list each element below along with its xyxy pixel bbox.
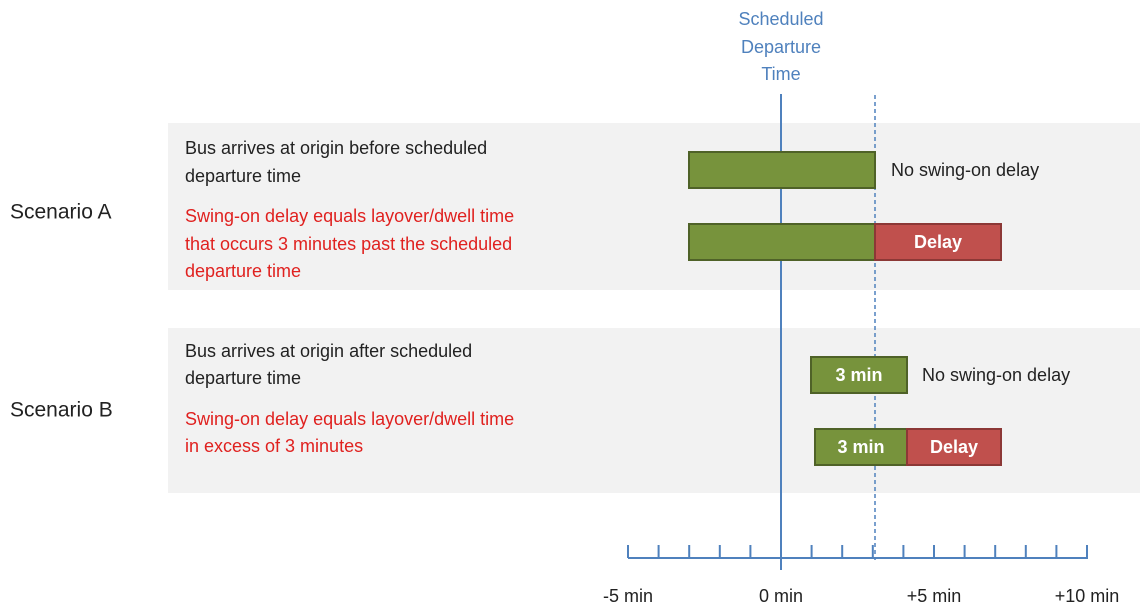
condition: Bus arrives at origin before scheduled <box>185 138 487 158</box>
panel-a <box>168 123 1140 290</box>
outcome: No swing-on delay <box>922 365 1070 385</box>
axis-label: +10 min <box>1055 586 1120 606</box>
delay-bar <box>906 428 1002 466</box>
condition: departure time <box>185 368 301 388</box>
condition: departure time <box>185 166 301 186</box>
definition: departure time <box>185 261 301 281</box>
condition: Bus arrives at origin after scheduled <box>185 341 472 361</box>
axis-label: +5 min <box>907 586 962 606</box>
layover-bar <box>688 151 876 189</box>
scenario-label: Scenario A <box>10 201 112 224</box>
scenario-label: Scenario B <box>10 399 113 422</box>
title-line: Time <box>761 64 800 84</box>
bar-label: 3 min <box>837 437 884 457</box>
bar-label: 3 min <box>835 365 882 385</box>
definition: in excess of 3 minutes <box>185 436 363 456</box>
outcome: No swing-on delay <box>891 160 1039 180</box>
definition: Swing-on delay equals layover/dwell time <box>185 206 514 226</box>
axis-ticks <box>627 545 1088 558</box>
delay-label: Delay <box>930 437 978 457</box>
title-line: Scheduled <box>738 9 823 29</box>
title-line: Departure <box>741 37 821 57</box>
layover-bar <box>810 356 908 394</box>
delay-bar <box>874 223 1002 261</box>
delay-label: Delay <box>914 232 962 252</box>
axis-label: 0 min <box>759 586 803 606</box>
definition: that occurs 3 minutes past the scheduled <box>185 234 512 254</box>
axis-label: -5 min <box>603 586 653 606</box>
layover-bar <box>688 223 876 261</box>
definition: Swing-on delay equals layover/dwell time <box>185 409 514 429</box>
